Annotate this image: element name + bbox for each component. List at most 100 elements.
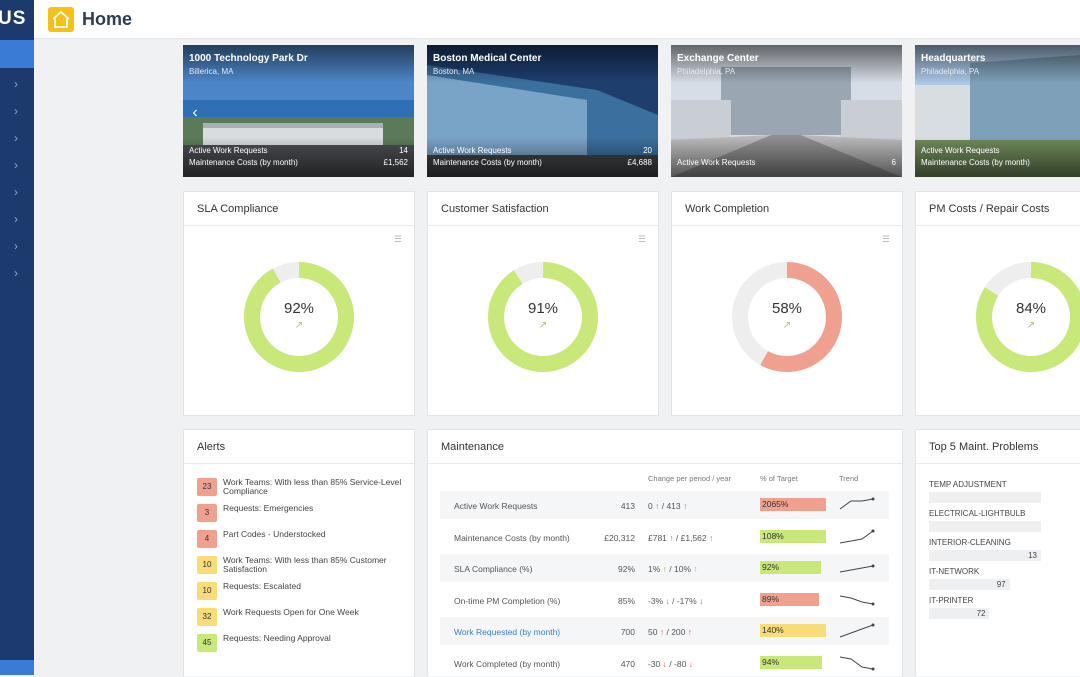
building-card[interactable]: Exchange Center Philadelphia, PA Active …: [671, 45, 902, 177]
metric-name: Maintenance Costs (by month): [454, 532, 570, 543]
column-header-change: Change per period / year: [648, 474, 731, 483]
sparkline: [839, 595, 875, 605]
building-location: Philadelphia, PA: [921, 67, 980, 76]
chevron-right-icon[interactable]: ›: [14, 158, 18, 172]
alert-label: Requests: Needing Approval: [223, 633, 331, 643]
table-row[interactable]: Maintenance Costs (by month) £20,312 £781 …: [440, 523, 889, 551]
metric-name[interactable]: Work Requested (by month): [454, 627, 561, 637]
building-name: Exchange Center: [677, 53, 759, 64]
change-year: £1,562: [680, 532, 707, 543]
stat-value: 14: [399, 146, 408, 155]
stat-value: 6: [891, 158, 896, 167]
arrow-icon: ↓: [665, 595, 670, 606]
problem-item[interactable]: ELECTRICAL-LIGHTBULB: [929, 509, 1080, 532]
alert-count-badge: 10: [197, 556, 217, 574]
building-card[interactable]: 1000 Technology Park Dr Billerica, MA ‹ …: [183, 45, 414, 177]
sparkline-point: [871, 564, 875, 568]
kpi-value: 58%: [771, 300, 803, 317]
panel-title: SLA Compliance: [197, 203, 279, 215]
change-year: -80: [674, 658, 687, 669]
donut-chart: [976, 262, 1080, 372]
alert-label: Requests: Emergencies: [223, 503, 314, 513]
chevron-right-icon[interactable]: ›: [14, 266, 18, 280]
arrow-icon: ↑: [662, 564, 667, 574]
metric-change: £781 ↑ / £1,562 ↑: [648, 532, 714, 543]
app-logo: US: [0, 8, 27, 29]
building-name: Headquarters: [921, 53, 986, 64]
kpi-panel-sla: SLA Compliance ☰ 92% ↗: [183, 191, 415, 416]
building-card[interactable]: Boston Medical Center Boston, MA Active …: [427, 45, 658, 177]
building-location: Philadelphia, PA: [677, 67, 736, 76]
problem-item[interactable]: IT-PRINTER 72: [929, 596, 1080, 619]
stat-value: £1,562: [383, 158, 408, 167]
metric-name: Active Work Requests: [454, 501, 538, 511]
metric-change: 0 ↑ / 413 ↑: [648, 501, 688, 511]
panel-title: Maintenance: [441, 441, 504, 453]
chevron-right-icon[interactable]: ›: [14, 185, 18, 199]
panel-title: PM Costs / Repair Costs: [929, 203, 1050, 215]
arrow-icon: ↑: [687, 627, 692, 637]
problem-item[interactable]: IT-NETWORK 97: [929, 567, 1080, 590]
alert-label: Part Codes - Understocked: [223, 529, 326, 539]
arrow-icon: ↓: [662, 658, 667, 669]
problem-label: IT-NETWORK: [929, 567, 980, 576]
chevron-right-icon[interactable]: ›: [14, 104, 18, 118]
chevron-right-icon[interactable]: ›: [14, 131, 18, 145]
metric-value: 700: [620, 627, 635, 637]
change-period: -30: [648, 658, 661, 669]
table-row[interactable]: Work Requested (by month) 700 50 ↑ / 200 ↑…: [440, 617, 889, 645]
donut-value-arc: [976, 262, 1080, 372]
panel-title: Work Completion: [685, 203, 770, 215]
alert-label: Work Requests Open for One Week: [223, 607, 359, 617]
donut-chart: [244, 262, 354, 372]
alert-label: Work Teams: With less than 85% Service-L…: [223, 477, 402, 496]
target-bar: 94%: [760, 655, 823, 669]
home-icon[interactable]: [48, 7, 74, 32]
menu-icon[interactable]: ☰: [638, 234, 647, 244]
alert-count-badge: 32: [197, 608, 217, 626]
carousel-prev-icon[interactable]: ‹: [192, 104, 198, 121]
arrow-icon: ↓: [699, 595, 704, 606]
column-header-target: % of Target: [760, 474, 798, 483]
sidebar-item-active[interactable]: [0, 40, 34, 68]
menu-icon[interactable]: ☰: [882, 234, 891, 244]
metric-change: 50 ↑ / 200 ↑: [648, 627, 692, 637]
stat-label: Active Work Requests: [921, 146, 1000, 155]
alerts-panel: Alerts 23 Work Teams: With less than 85% …: [183, 429, 415, 676]
arrow-icon: ↑: [683, 501, 688, 511]
sparkline-point: [871, 529, 875, 532]
table-row[interactable]: Work Completed (by month) 470 -30 ↓ / -80 …: [440, 649, 889, 677]
sidebar: US › › › › › › › ›: [0, 0, 34, 675]
stat-label: Maintenance Costs (by month): [921, 158, 1030, 167]
chevron-right-icon[interactable]: ›: [14, 77, 18, 91]
metric-change: -30 ↓ / -80 ↓: [648, 658, 693, 669]
chevron-right-icon[interactable]: ›: [14, 212, 18, 226]
change-period: -3%: [648, 595, 664, 606]
arrow-icon: ↑: [693, 564, 698, 574]
stat-label: Active Work Requests: [189, 146, 268, 155]
donut-value-arc: [732, 262, 842, 372]
table-row[interactable]: Active Work Requests 413 0 ↑ / 413 ↑ 2065%: [440, 491, 889, 519]
panel-title: Alerts: [197, 441, 226, 453]
alert-count-badge: 4: [197, 530, 217, 548]
problem-item[interactable]: TEMP ADJUSTMENT: [929, 480, 1080, 503]
sidebar-item-bottom[interactable]: [0, 660, 34, 675]
arrow-icon: ↑: [709, 532, 714, 543]
target-bar: 92%: [760, 561, 821, 574]
problem-label: IT-PRINTER: [929, 596, 974, 605]
problem-bar: 13: [929, 550, 1041, 561]
menu-icon[interactable]: ☰: [394, 234, 403, 244]
problem-item[interactable]: INTERIOR-CLEANING 13: [929, 538, 1080, 561]
stat-label: Active Work Requests: [677, 158, 756, 167]
sparkline: [839, 656, 875, 670]
target-bar: 89%: [760, 592, 819, 606]
chevron-right-icon[interactable]: ›: [14, 239, 18, 253]
table-row[interactable]: On-time PM Completion (%) 85% -3% ↓ / -17%…: [440, 586, 889, 614]
metric-change: 1% ↑ / 10% ↑: [648, 564, 698, 574]
building-card[interactable]: Headquarters Philadelphia, PA Active Wor…: [915, 45, 1080, 177]
table-row[interactable]: SLA Compliance (%) 92% 1% ↑ / 10% ↑ 92%: [440, 554, 889, 582]
top5-problems-panel: Top 5 Maint. Problems TEMP ADJUSTMENT ELE…: [915, 429, 1080, 676]
metric-value: £20,312: [604, 532, 635, 543]
metric-name: SLA Compliance (%): [454, 564, 533, 574]
problem-bar: [929, 521, 1041, 532]
